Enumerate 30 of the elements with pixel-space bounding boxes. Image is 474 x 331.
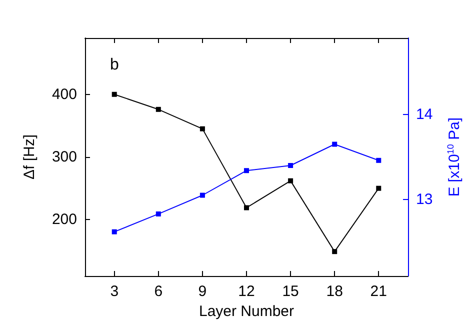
point — [244, 205, 249, 210]
y-tick-label: 400 — [52, 86, 77, 103]
point — [156, 211, 161, 216]
point — [376, 186, 382, 191]
point — [200, 192, 205, 198]
y2-tick-label: 13 — [416, 191, 433, 208]
x-tick-label: 12 — [238, 283, 255, 300]
y-tick-label: 200 — [52, 211, 77, 228]
x-tick-label: 3 — [110, 283, 119, 300]
point — [288, 163, 294, 168]
point — [112, 229, 117, 234]
point — [112, 92, 117, 97]
x-tick-label: 21 — [370, 283, 387, 300]
x-axis-title: Layer Number — [198, 302, 294, 320]
y-axis-title: Δf [Hz] — [21, 134, 38, 180]
point — [156, 106, 161, 112]
point — [200, 126, 205, 132]
annotation: b — [110, 56, 119, 74]
x-tick-label: 15 — [282, 283, 299, 300]
y2-tick-label: 14 — [416, 106, 433, 123]
y2-axis-title: E [x1010 Pa] — [446, 117, 463, 197]
point — [332, 142, 338, 147]
point — [376, 158, 382, 163]
point — [288, 178, 294, 184]
point — [244, 168, 249, 174]
x-tick-label: 9 — [198, 283, 207, 300]
y-tick-label: 300 — [52, 148, 77, 166]
x-tick-label: 18 — [326, 283, 343, 300]
x-tick-label: 6 — [154, 283, 163, 300]
point — [332, 249, 338, 254]
